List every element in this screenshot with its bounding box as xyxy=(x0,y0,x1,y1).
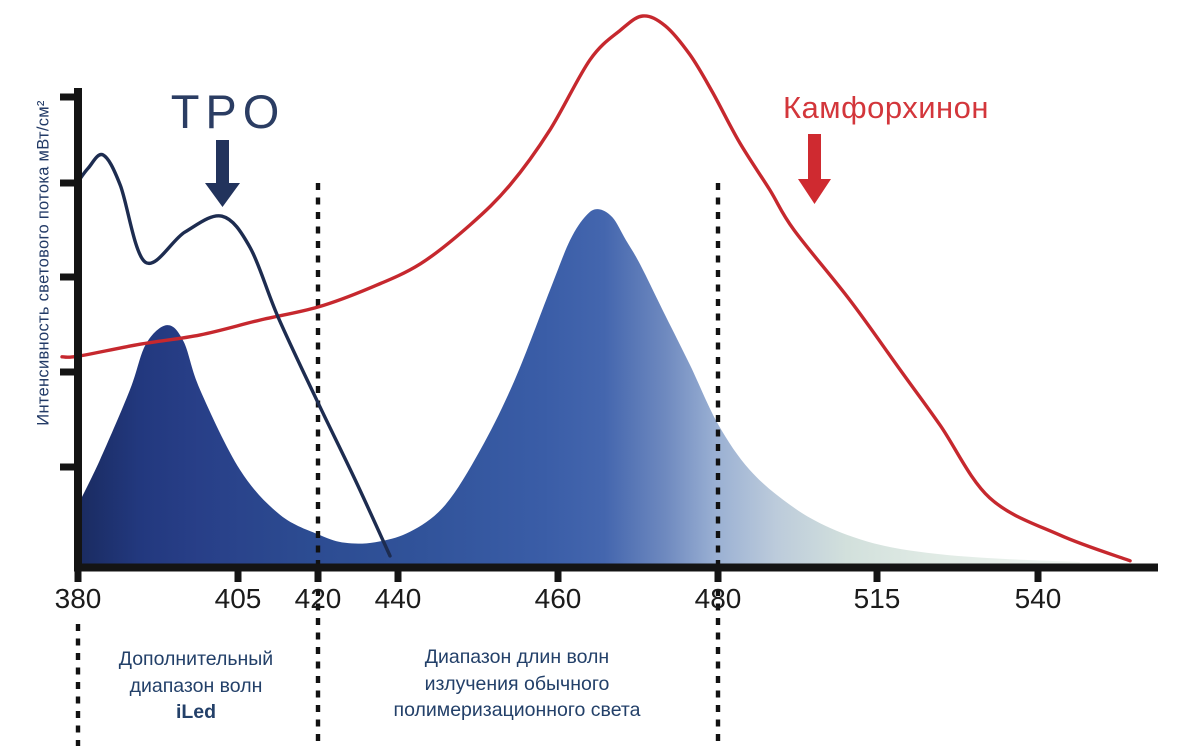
annotation-iled-range: Дополнительный диапазон волн iLed xyxy=(119,646,273,726)
x-tick-label-405: 405 xyxy=(214,583,262,614)
annotation-line: излучения обычного xyxy=(424,672,610,695)
annotation-line: диапазон волн xyxy=(129,674,263,697)
x-axis-tick xyxy=(394,567,402,582)
camphorquinone-label: Камфорхинон xyxy=(782,90,990,125)
tpo-arrow-icon xyxy=(205,140,240,207)
y-axis-tick xyxy=(60,179,78,187)
x-tick-label-515: 515 xyxy=(853,583,901,614)
camphorquinone-arrow-icon xyxy=(798,134,831,204)
x-tick-label-420: 420 xyxy=(294,583,342,614)
x-axis-tick xyxy=(714,567,722,582)
x-axis-tick xyxy=(554,567,562,582)
x-axis-tick xyxy=(74,567,82,582)
annotation-conventional-range: Диапазон длин волн излучения обычного по… xyxy=(394,644,641,724)
x-axis-tick xyxy=(234,567,242,582)
x-tick-label-440: 440 xyxy=(374,583,422,614)
x-tick-label-540: 540 xyxy=(1014,583,1062,614)
annotation-line: Дополнительный xyxy=(118,648,274,670)
x-tick-label-380: 380 xyxy=(54,583,102,614)
x-axis-tick xyxy=(314,567,322,582)
x-axis-tick xyxy=(1034,567,1042,582)
y-axis-tick xyxy=(60,463,78,471)
y-axis-tick xyxy=(60,273,78,281)
annotation-iled-brand: iLed xyxy=(175,701,217,723)
x-tick-label-460: 460 xyxy=(534,583,582,614)
annotation-line: полимеризационного света xyxy=(393,699,641,721)
y-axis-tick xyxy=(60,93,78,101)
y-axis xyxy=(74,88,82,571)
tpo-label: TPO xyxy=(170,85,286,138)
tpo-curve xyxy=(76,152,392,558)
y-axis-tick xyxy=(60,368,78,376)
x-tick-label-480: 480 xyxy=(694,583,742,614)
y-axis-title: Интенсивность светового потока мВт/см² xyxy=(34,100,53,426)
led-emission-area xyxy=(78,209,1080,565)
annotation-line: Диапазон длин волн xyxy=(424,646,610,668)
x-axis-tick xyxy=(873,567,881,582)
x-axis xyxy=(74,563,1158,572)
